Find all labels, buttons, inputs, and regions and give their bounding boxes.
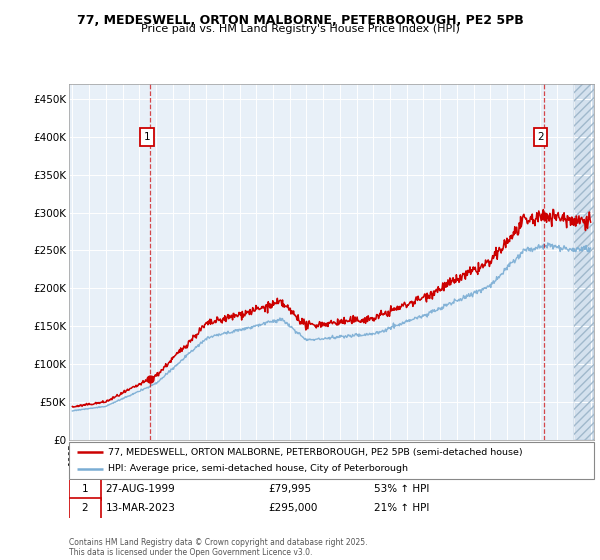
FancyBboxPatch shape <box>69 498 101 519</box>
Text: £295,000: £295,000 <box>269 503 318 514</box>
FancyBboxPatch shape <box>69 479 101 500</box>
Text: 2: 2 <box>537 132 544 142</box>
Text: 2: 2 <box>82 503 88 514</box>
Bar <box>574 84 594 440</box>
Text: HPI: Average price, semi-detached house, City of Peterborough: HPI: Average price, semi-detached house,… <box>109 464 409 473</box>
Text: 77, MEDESWELL, ORTON MALBORNE, PETERBOROUGH, PE2 5PB: 77, MEDESWELL, ORTON MALBORNE, PETERBORO… <box>77 14 523 27</box>
Text: Contains HM Land Registry data © Crown copyright and database right 2025.
This d: Contains HM Land Registry data © Crown c… <box>69 538 367 557</box>
Text: £79,995: £79,995 <box>269 484 311 494</box>
Text: Price paid vs. HM Land Registry's House Price Index (HPI): Price paid vs. HM Land Registry's House … <box>140 24 460 34</box>
Bar <box>574 84 594 440</box>
Text: 13-MAR-2023: 13-MAR-2023 <box>106 503 176 514</box>
Text: 1: 1 <box>143 132 150 142</box>
FancyBboxPatch shape <box>69 442 594 479</box>
Text: 27-AUG-1999: 27-AUG-1999 <box>106 484 176 494</box>
Text: 1: 1 <box>82 484 88 494</box>
Text: 21% ↑ HPI: 21% ↑ HPI <box>373 503 429 514</box>
Text: 53% ↑ HPI: 53% ↑ HPI <box>373 484 429 494</box>
Text: 77, MEDESWELL, ORTON MALBORNE, PETERBOROUGH, PE2 5PB (semi-detached house): 77, MEDESWELL, ORTON MALBORNE, PETERBORO… <box>109 448 523 457</box>
